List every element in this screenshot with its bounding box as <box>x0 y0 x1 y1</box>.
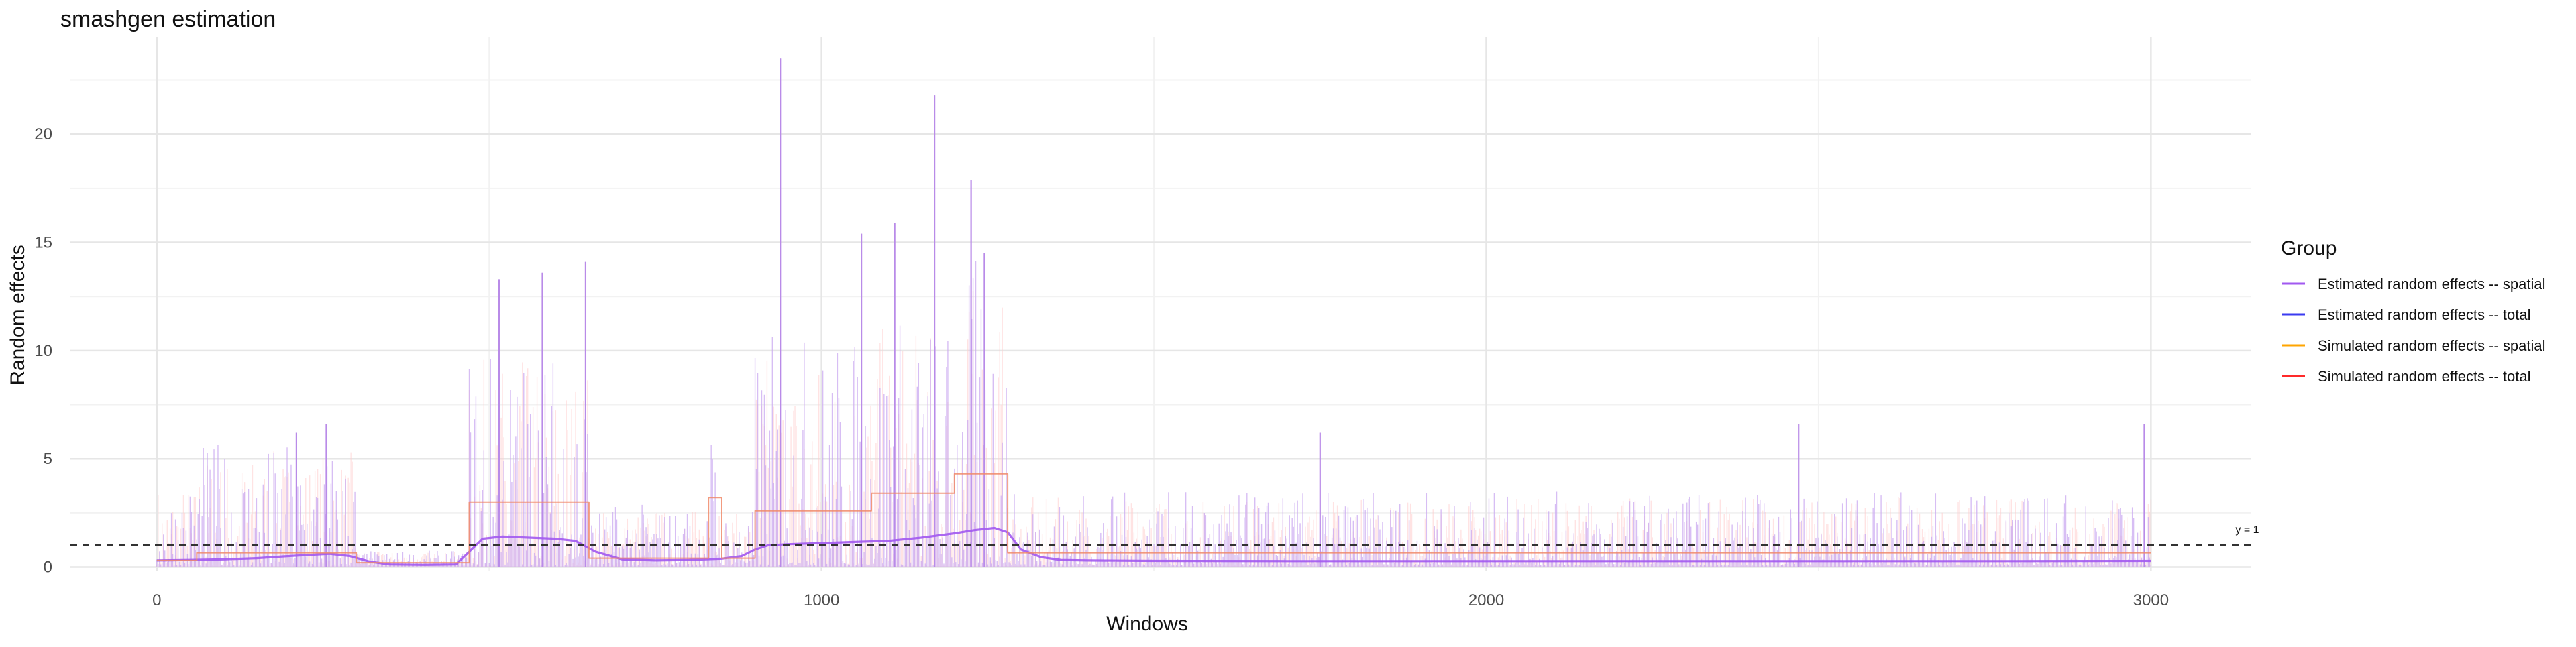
y-axis-label: Random effects <box>7 245 29 386</box>
legend: Group Estimated random effects -- spatia… <box>2281 237 2546 385</box>
x-tick-label: 2000 <box>1468 591 1504 609</box>
grid-layer <box>70 37 2251 571</box>
y-tick-label: 15 <box>34 234 52 252</box>
legend-items: Estimated random effects -- spatial Estim… <box>2282 276 2546 385</box>
x-tick-label: 1000 <box>804 591 839 609</box>
y-tick-label: 0 <box>44 558 52 577</box>
chart-title: smashgen estimation <box>60 7 276 32</box>
legend-label: Estimated random effects -- spatial <box>2318 276 2546 292</box>
y-tick-label: 10 <box>34 342 52 360</box>
x-tick-label: 3000 <box>2133 591 2169 609</box>
y-tick-label: 5 <box>44 450 52 468</box>
x-tick-label: 0 <box>152 591 161 609</box>
reference-line-label: y = 1 <box>2235 524 2259 536</box>
series-line-simulated-random-effects-total <box>156 473 2151 564</box>
legend-label: Simulated random effects -- spatial <box>2318 337 2546 354</box>
legend-label: Estimated random effects -- total <box>2318 306 2531 323</box>
x-axis-label: Windows <box>1106 613 1188 635</box>
line-layer <box>70 473 2251 566</box>
legend-title: Group <box>2281 237 2337 259</box>
y-tick-label: 20 <box>34 125 52 143</box>
legend-label: Simulated random effects -- total <box>2318 368 2531 385</box>
axis-layer: 0 1000 2000 3000 0 5 10 15 20 <box>34 125 2169 609</box>
